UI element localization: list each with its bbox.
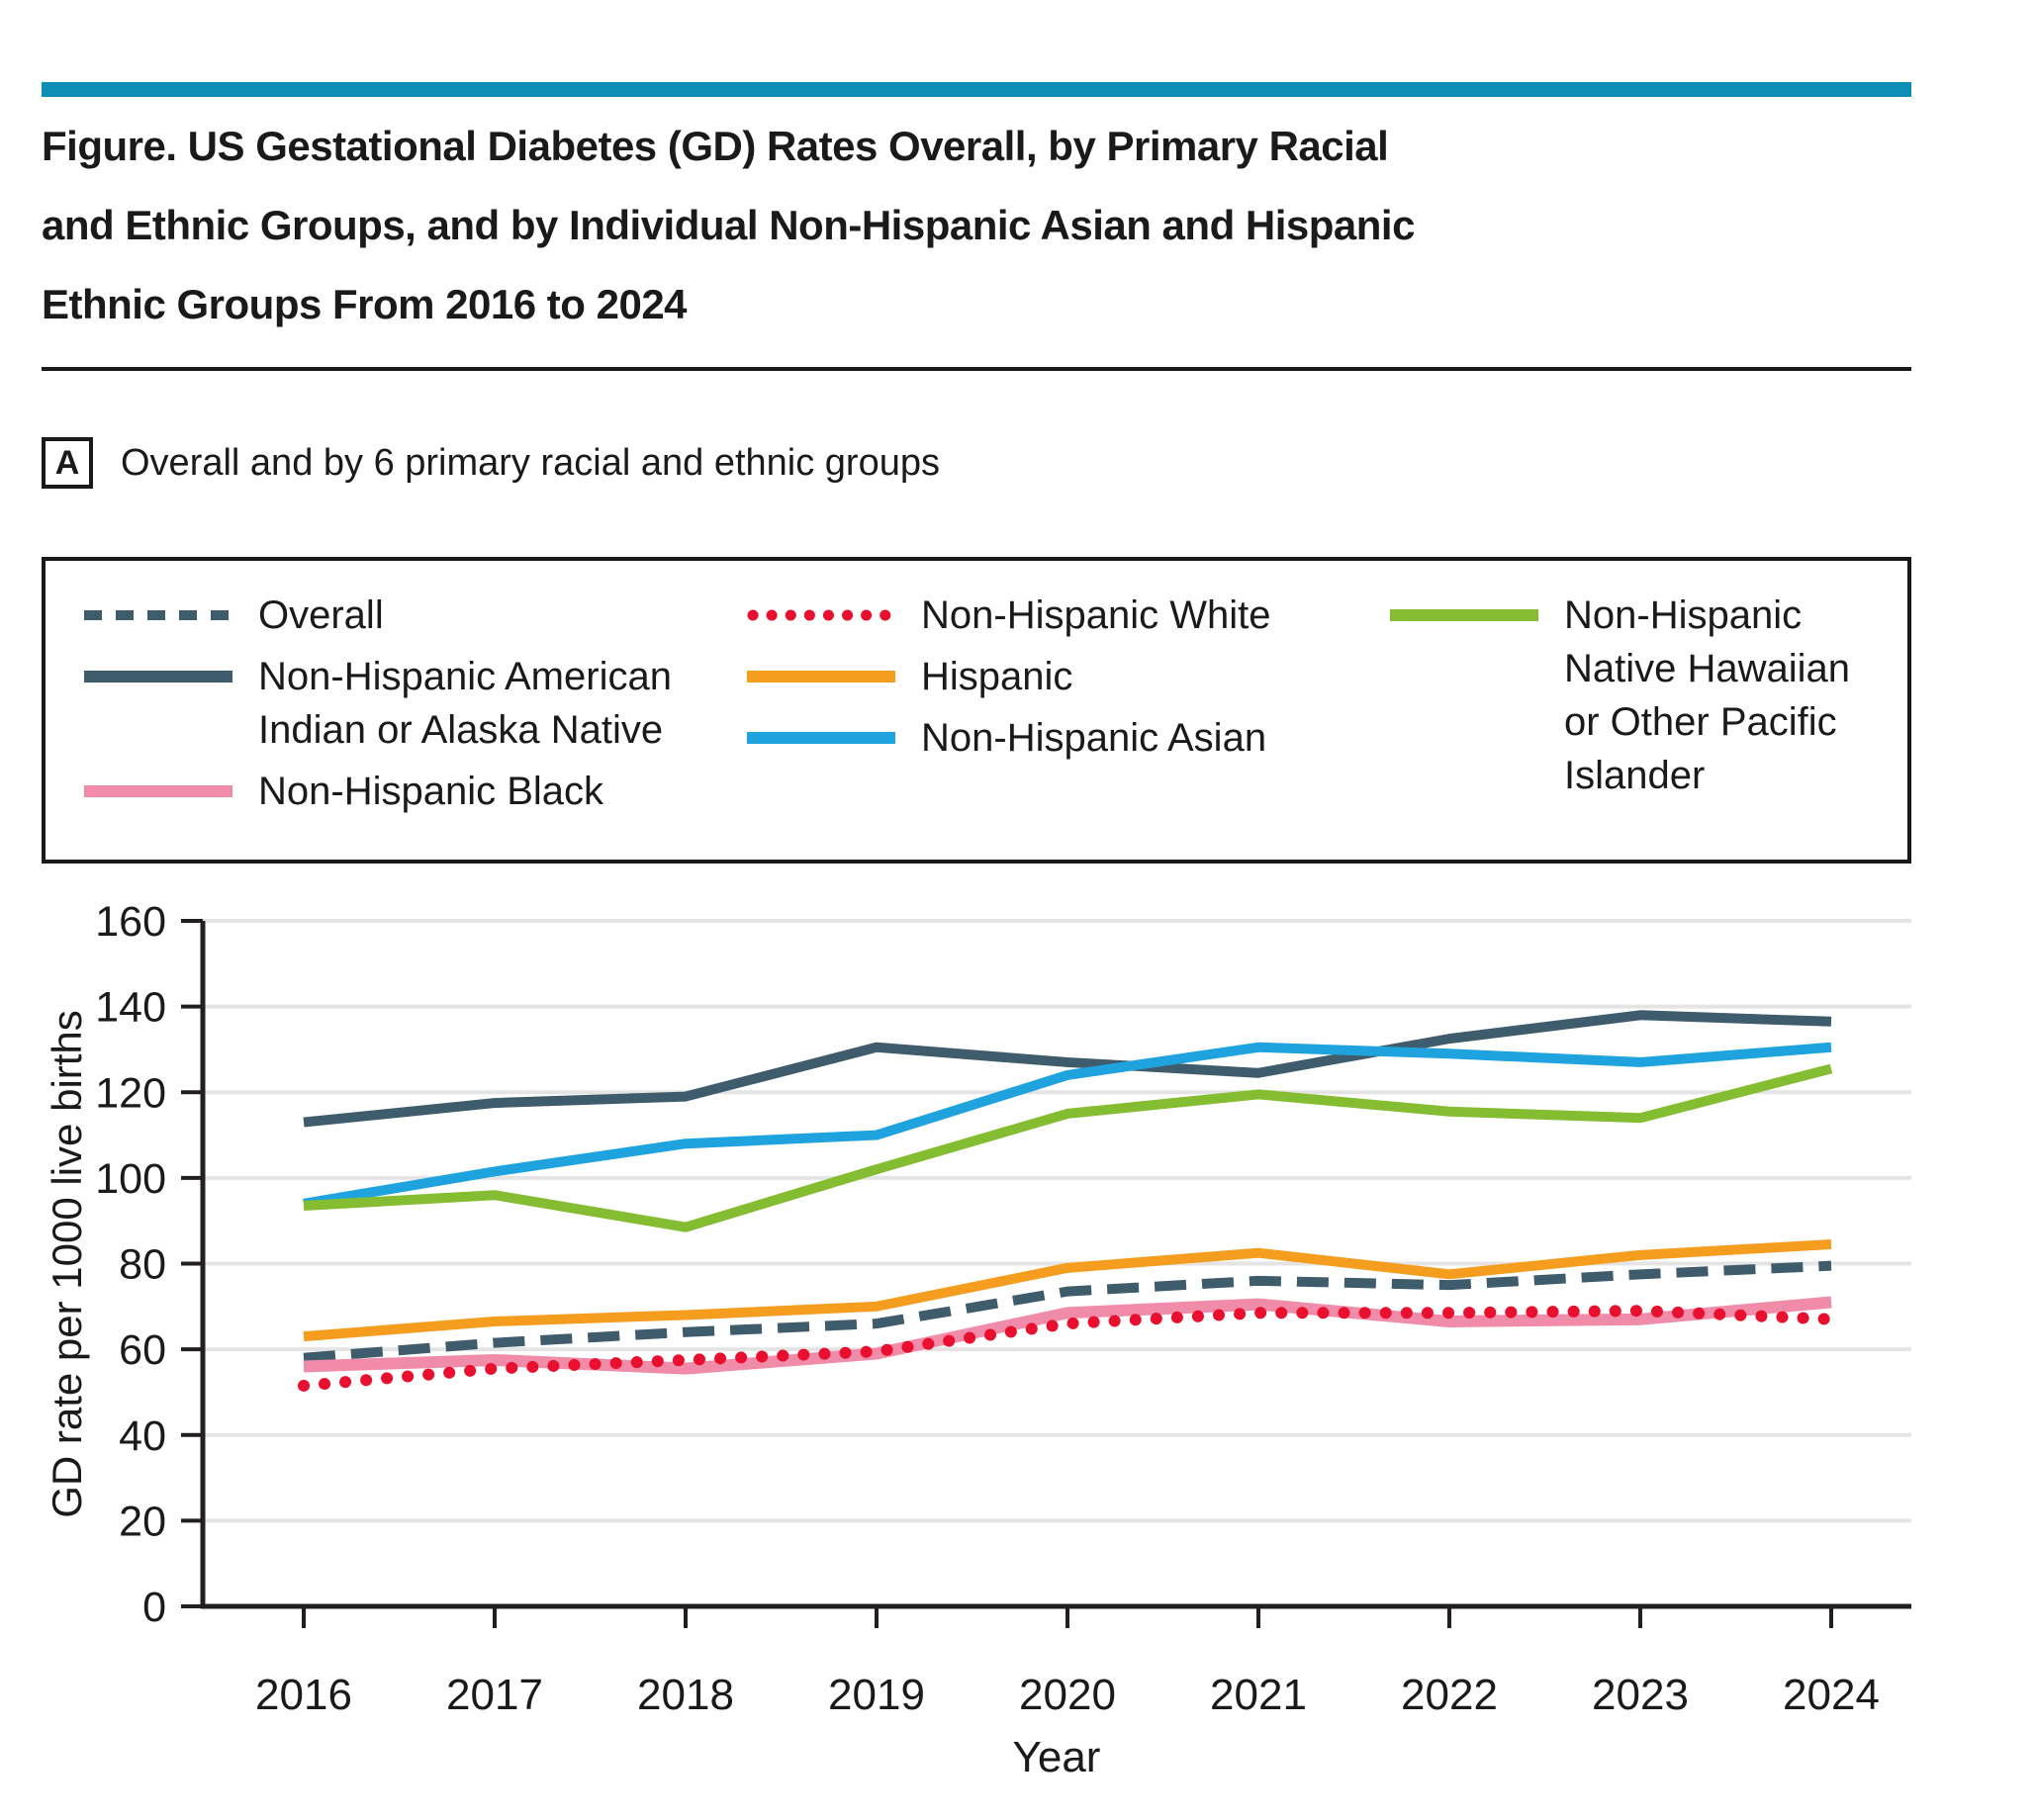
legend-item-nh_asian: Non-Hispanic Asian [747, 711, 1270, 765]
svg-text:120: 120 [95, 1069, 166, 1117]
svg-text:60: 60 [119, 1326, 166, 1374]
series-line-nh_asian [303, 1042, 1832, 1209]
legend-item-nh_white: Non-Hispanic White [747, 589, 1270, 642]
legend-swatch-nh_black [84, 785, 232, 797]
svg-text:100: 100 [95, 1155, 166, 1203]
legend: Overall Non-Hispanic American Indian or A… [42, 557, 1911, 864]
legend-item-nh_american_indian_alaska_native: Non-Hispanic American Indian or Alaska N… [84, 650, 672, 757]
series-line-nh_white [298, 1305, 1837, 1392]
svg-text:2019: 2019 [828, 1671, 925, 1719]
legend-swatch-nh_american_indian_alaska_native [84, 671, 232, 682]
legend-swatch-nh_asian [747, 732, 895, 744]
legend-label-nh_american_indian_alaska_native: Non-Hispanic American Indian or Alaska N… [258, 655, 672, 752]
series-line-nh_black [303, 1296, 1832, 1375]
svg-text:80: 80 [119, 1241, 166, 1289]
y-tick-labels: 0 20 40 60 80 100 120 140 160 [95, 898, 166, 1631]
svg-text:2017: 2017 [446, 1671, 543, 1719]
svg-text:2016: 2016 [255, 1671, 352, 1719]
title-divider [42, 367, 1911, 371]
axes [181, 919, 1911, 1628]
svg-text:2021: 2021 [1210, 1671, 1307, 1719]
svg-text:0: 0 [142, 1584, 166, 1631]
legend-label-overall: Overall [258, 593, 384, 637]
y-axis-title: GD rate per 1000 live births [44, 1010, 90, 1518]
legend-column-1: Non-Hispanic White Hispanic Non-Hispanic A… [747, 589, 1270, 773]
legend-item-nh_nhopi: Non-Hispanic Native Hawaiian or Other Pa… [1390, 589, 1850, 802]
legend-column-2: Non-Hispanic Native Hawaiian or Other Pa… [1390, 589, 1850, 810]
legend-swatch-nh_white [747, 609, 895, 621]
legend-label-hispanic: Hispanic [921, 655, 1073, 698]
figure-title: Figure. US Gestational Diabetes (GD) Rat… [42, 123, 1415, 327]
legend-item-hispanic: Hispanic [747, 650, 1270, 703]
svg-text:140: 140 [95, 984, 166, 1032]
panel-a-caption: Overall and by 6 primary racial and ethn… [121, 441, 940, 484]
svg-text:2023: 2023 [1592, 1671, 1689, 1719]
legend-column-0: Overall Non-Hispanic American Indian or A… [84, 589, 672, 826]
x-tick-labels: 2016 2017 2018 2019 2020 2021 2022 2023 2024 [255, 1671, 1880, 1719]
series-line-nh_american_indian_alaska_native [303, 1010, 1832, 1128]
accent-bar [42, 82, 1911, 97]
legend-item-nh_black: Non-Hispanic Black [84, 765, 672, 818]
series-line-hispanic [303, 1239, 1832, 1342]
svg-text:2018: 2018 [637, 1671, 734, 1719]
legend-swatch-hispanic [747, 671, 895, 682]
legend-label-nh_asian: Non-Hispanic Asian [921, 716, 1267, 760]
legend-item-overall: Overall [84, 589, 672, 642]
svg-text:2020: 2020 [1019, 1671, 1116, 1719]
series-lines [298, 1010, 1837, 1392]
series-line-overall [303, 1260, 1832, 1363]
svg-text:40: 40 [119, 1412, 166, 1460]
gridlines [203, 919, 1911, 1523]
svg-text:160: 160 [95, 898, 166, 946]
legend-label-nh_nhopi: Non-Hispanic Native Hawaiian or Other Pa… [1564, 593, 1851, 797]
panel-a-label: A [42, 437, 93, 489]
series-line-nh_nhopi [303, 1063, 1833, 1232]
svg-text:2024: 2024 [1783, 1671, 1880, 1719]
legend-swatch-overall [84, 610, 232, 620]
svg-text:2022: 2022 [1401, 1671, 1498, 1719]
legend-swatch-nh_nhopi [1390, 609, 1538, 621]
panel-header: A Overall and by 6 primary racial and et… [42, 437, 940, 489]
legend-label-nh_white: Non-Hispanic White [921, 593, 1271, 637]
svg-text:20: 20 [119, 1498, 166, 1545]
x-axis-title: Year [1012, 1733, 1101, 1781]
legend-label-nh_black: Non-Hispanic Black [258, 770, 604, 813]
